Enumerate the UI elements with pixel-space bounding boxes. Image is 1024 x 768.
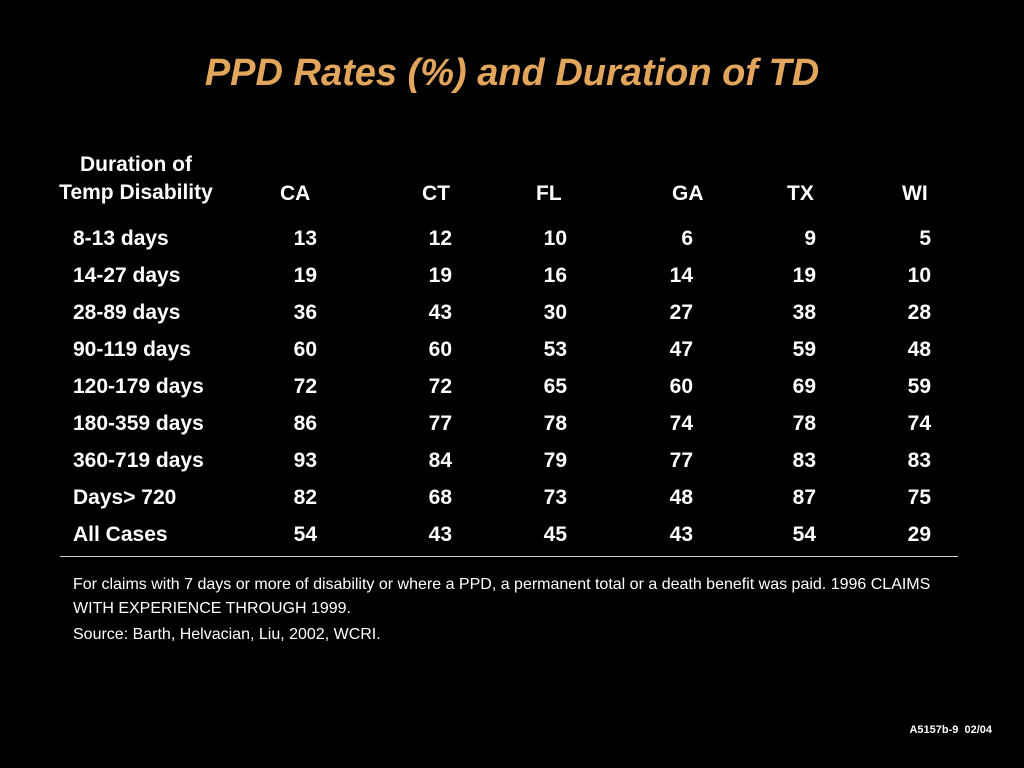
slide-title: PPD Rates (%) and Duration of TD — [204, 52, 820, 94]
table-cell-ct: 77 — [428, 412, 452, 435]
table-cell-ga: 43 — [669, 523, 693, 546]
slide-code: A5157b-9 02/04 — [909, 724, 992, 736]
table-cell-fl: 45 — [543, 523, 567, 546]
table-cell-tx: 69 — [792, 375, 816, 398]
table-cell-fl: 73 — [543, 486, 567, 509]
table-cell-ga: 77 — [669, 449, 693, 472]
table-row: 120-179 days 72 72 65 60 69 59 — [0, 368, 1024, 405]
table-cell-fl: 30 — [543, 301, 567, 324]
table-cell-ct: 43 — [428, 301, 452, 324]
table-cell-fl: 53 — [543, 338, 567, 361]
table-cell-ca: 13 — [293, 227, 317, 250]
table-cell-ct: 43 — [428, 523, 452, 546]
table-cell-tx: 19 — [792, 264, 816, 287]
row-label: Days> 720 — [73, 486, 177, 509]
table-cell-ca: 72 — [293, 375, 317, 398]
table-row: All Cases 54 43 45 43 54 29 — [0, 516, 1024, 553]
table-cell-ga: 14 — [669, 264, 693, 287]
table-cell-ct: 12 — [428, 227, 452, 250]
footnote-text: For claims with 7 days or more of disabi… — [73, 576, 931, 617]
table-row: 360-719 days 93 84 79 77 83 83 — [0, 442, 1024, 479]
source-citation: Source: Barth, Helvacian, Liu, 2002, WCR… — [73, 626, 381, 643]
table-cell-ca: 36 — [293, 301, 317, 324]
duration-header-line-2: Temp Disability — [59, 181, 213, 204]
column-header-wi: WI — [902, 182, 928, 205]
table-row: 90-119 days 60 60 53 47 59 48 — [0, 331, 1024, 368]
table-cell-fl: 78 — [543, 412, 567, 435]
table-cell-tx: 87 — [792, 486, 816, 509]
table-cell-wi: 75 — [907, 486, 931, 509]
table-row: 28-89 days 36 43 30 27 38 28 — [0, 294, 1024, 331]
table-cell-wi: 28 — [907, 301, 931, 324]
row-label: All Cases — [73, 523, 168, 546]
table-cell-ct: 68 — [428, 486, 452, 509]
table-cell-wi: 10 — [907, 264, 931, 287]
table-cell-ca: 60 — [293, 338, 317, 361]
table-row: Days> 720 82 68 73 48 87 75 — [0, 479, 1024, 516]
table-row: 8-13 days 13 12 10 6 9 5 — [0, 220, 1024, 257]
row-label: 8-13 days — [73, 227, 169, 250]
table-cell-ca: 19 — [293, 264, 317, 287]
table-cell-wi: 5 — [919, 227, 931, 250]
table-cell-ga: 48 — [669, 486, 693, 509]
table-cell-wi: 48 — [907, 338, 931, 361]
column-header-fl: FL — [536, 182, 562, 205]
table-cell-ca: 82 — [293, 486, 317, 509]
table-cell-ga: 60 — [669, 375, 693, 398]
table-cell-tx: 78 — [792, 412, 816, 435]
table-cell-ga: 27 — [669, 301, 693, 324]
table-cell-fl: 10 — [543, 227, 567, 250]
row-label: 360-719 days — [73, 449, 204, 472]
table-cell-tx: 38 — [792, 301, 816, 324]
table-cell-ct: 60 — [428, 338, 452, 361]
row-label: 14-27 days — [73, 264, 181, 287]
table-row: 14-27 days 19 19 16 14 19 10 — [0, 257, 1024, 294]
table-cell-ga: 6 — [681, 227, 693, 250]
table-cell-fl: 65 — [543, 375, 567, 398]
row-label: 90-119 days — [73, 338, 191, 361]
table-cell-ca: 54 — [293, 523, 317, 546]
table-cell-tx: 83 — [792, 449, 816, 472]
table-body: 8-13 days 13 12 10 6 9 5 14-27 days 19 19 16 14 19 10… — [0, 220, 1024, 553]
row-label: 120-179 days — [73, 375, 204, 398]
column-header-ca: CA — [280, 182, 311, 205]
footnotes: For claims with 7 days or more of disabi… — [73, 573, 953, 647]
table-cell-tx: 54 — [792, 523, 816, 546]
table-cell-wi: 74 — [907, 412, 931, 435]
table-cell-ct: 84 — [428, 449, 452, 472]
table-cell-wi: 29 — [907, 523, 931, 546]
table-cell-wi: 83 — [907, 449, 931, 472]
table-cell-ca: 93 — [293, 449, 317, 472]
row-label: 28-89 days — [73, 301, 181, 324]
table-cell-wi: 59 — [907, 375, 931, 398]
table-cell-fl: 79 — [543, 449, 567, 472]
column-header-tx: TX — [787, 182, 814, 205]
row-label: 180-359 days — [73, 412, 204, 435]
table-cell-tx: 9 — [804, 227, 816, 250]
duration-column-header: Duration of Temp Disability — [36, 151, 236, 207]
column-header-ga: GA — [672, 182, 704, 205]
table-cell-tx: 59 — [792, 338, 816, 361]
table-cell-fl: 16 — [543, 264, 567, 287]
table-cell-ga: 74 — [669, 412, 693, 435]
duration-header-line-1: Duration of — [80, 153, 192, 176]
table-row: 180-359 days 86 77 78 74 78 74 — [0, 405, 1024, 442]
table-bottom-rule — [60, 556, 958, 557]
table-cell-ca: 86 — [293, 412, 317, 435]
column-header-ct: CT — [422, 182, 450, 205]
table-cell-ct: 72 — [428, 375, 452, 398]
table-cell-ct: 19 — [428, 264, 452, 287]
table-cell-ga: 47 — [669, 338, 693, 361]
